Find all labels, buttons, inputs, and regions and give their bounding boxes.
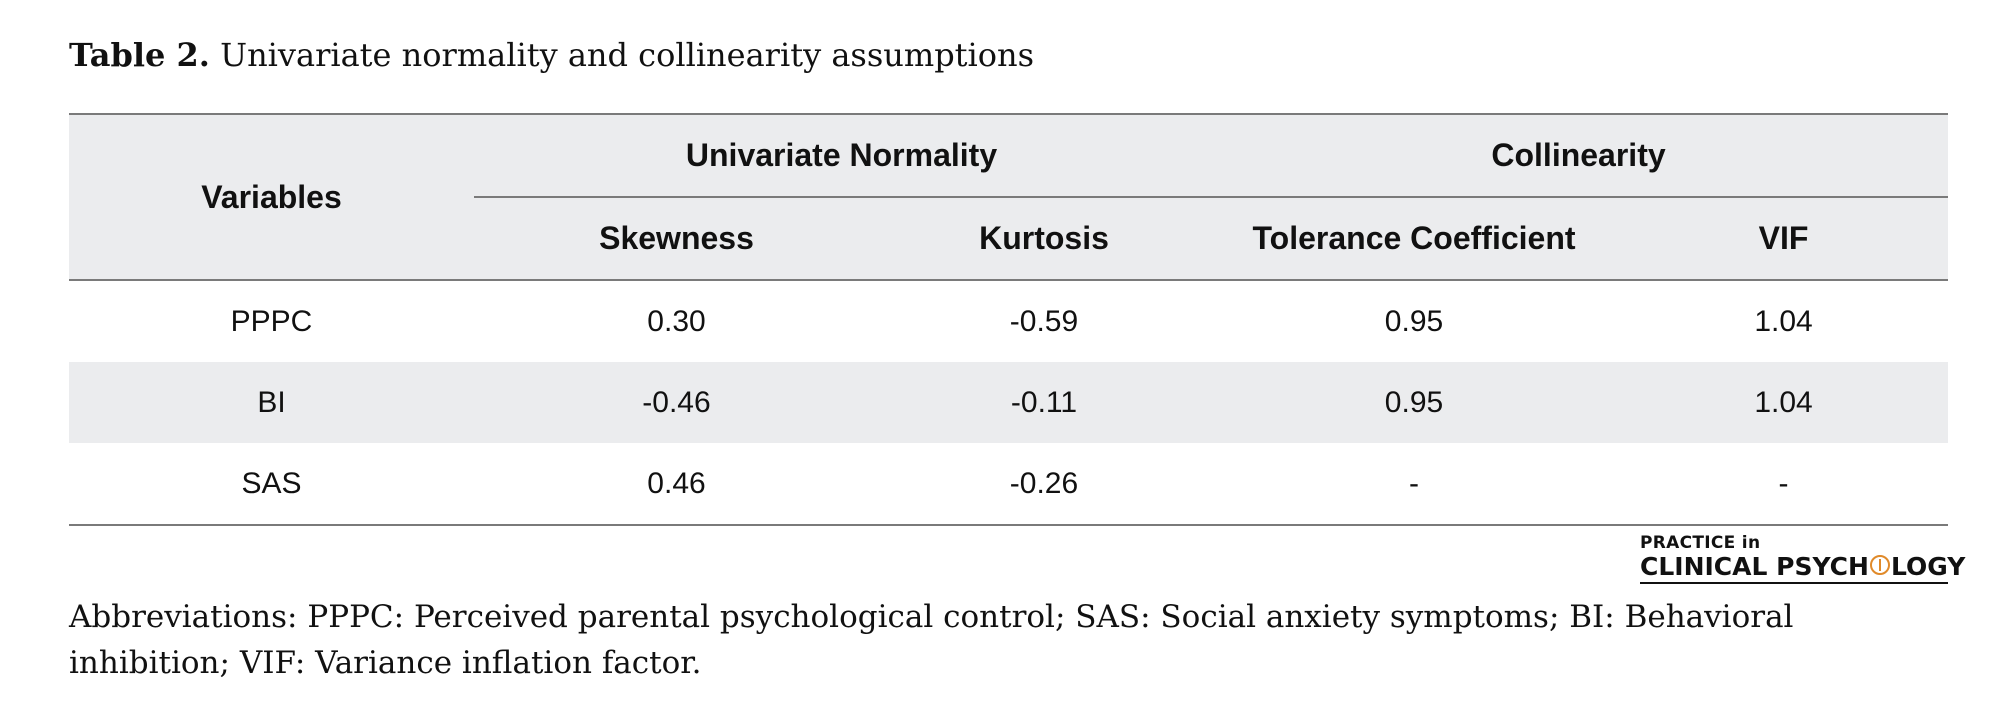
header-univariate-normality: Univariate Normality (474, 113, 1209, 198)
header-skewness: Skewness (474, 197, 879, 281)
assumptions-table: Variables Univariate Normality Collinear… (69, 113, 1949, 526)
header-variables: Variables (69, 113, 474, 281)
table-row: BI -0.46 -0.11 0.95 1.04 (69, 362, 1949, 443)
logo-line-2: CLINICAL PSYCH LOGY (1640, 552, 1965, 584)
header-row-columns: Skewness Kurtosis Tolerance Coefficient … (69, 197, 1949, 281)
cell-tolerance: 0.95 (1384, 385, 1444, 419)
cell-variable: SAS (69, 443, 474, 526)
table-row: SAS 0.46 -0.26 - - (69, 443, 1949, 526)
psi-circle-icon (1869, 555, 1890, 575)
header-collinearity: Collinearity (1209, 113, 1949, 198)
table-caption: Table 2. Univariate normality and collin… (69, 36, 1034, 74)
cell-vif: 1.04 (1754, 304, 1813, 338)
header-vif: VIF (1619, 197, 1949, 281)
cell-skewness: 0.46 (474, 443, 879, 526)
cell-kurtosis: -0.59 (1009, 304, 1079, 338)
logo-text-a: CLINICAL PSYCH (1640, 552, 1869, 581)
cell-variable: PPPC (230, 304, 313, 338)
logo-text-b: LOGY (1890, 552, 1966, 581)
cell-kurtosis: -0.11 (1010, 385, 1078, 419)
journal-logo: PRACTICE in CLINICAL PSYCH LOGY (1640, 533, 1965, 584)
table-title: Univariate normality and collinearity as… (220, 36, 1035, 74)
abbreviations-note: Abbreviations: PPPC: Perceived parental … (69, 599, 1794, 681)
table-row: PPPC 0.30 -0.59 0.95 1.04 (69, 280, 1948, 362)
table-number: Table 2. (69, 36, 210, 74)
cell-variable: BI (257, 385, 286, 419)
cell-skewness: 0.30 (647, 304, 706, 338)
header-tolerance: Tolerance Coefficient (1209, 197, 1619, 281)
header-row-groups: Variables Univariate Normality Collinear… (69, 113, 1949, 281)
cell-tolerance: - (1209, 443, 1619, 526)
cell-tolerance: 0.95 (1384, 304, 1444, 338)
logo-line-1: PRACTICE in (1640, 533, 1761, 553)
cell-skewness: -0.46 (642, 385, 711, 419)
cell-vif: - (1619, 443, 1949, 526)
cell-kurtosis: -0.26 (879, 443, 1209, 526)
header-kurtosis: Kurtosis (879, 197, 1209, 281)
cell-vif: 1.04 (1754, 385, 1813, 419)
